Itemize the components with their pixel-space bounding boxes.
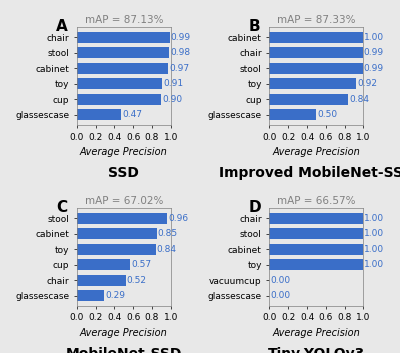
Text: Improved MobileNet-SSD: Improved MobileNet-SSD [219,166,400,180]
Text: 0.85: 0.85 [158,229,178,238]
Bar [77,275,126,286]
Bar [269,32,364,43]
Bar [269,78,356,89]
Text: SSD: SSD [108,166,139,180]
Text: 1.00: 1.00 [364,260,384,269]
Title: mAP = 66.57%: mAP = 66.57% [277,196,356,206]
Bar [77,94,162,105]
Text: 0.84: 0.84 [157,245,177,254]
Bar [269,213,364,224]
Text: 0.90: 0.90 [162,95,182,104]
X-axis label: Average Precision: Average Precision [272,328,360,338]
Text: 0.84: 0.84 [349,95,369,104]
Bar [77,78,162,89]
Text: 1.00: 1.00 [364,229,384,238]
Text: D: D [249,200,261,215]
Title: mAP = 87.33%: mAP = 87.33% [277,15,356,25]
Text: 0.00: 0.00 [270,291,290,300]
Text: MobileNet-SSD: MobileNet-SSD [66,347,182,353]
Text: 0.91: 0.91 [163,79,184,88]
Text: 0.57: 0.57 [131,260,152,269]
X-axis label: Average Precision: Average Precision [80,147,168,157]
Bar [269,228,364,239]
Bar [77,244,156,255]
Text: 0.00: 0.00 [270,276,290,285]
Text: C: C [56,200,67,215]
Text: Tiny-YOLOv3: Tiny-YOLOv3 [268,347,365,353]
Text: 0.97: 0.97 [169,64,189,73]
Text: 1.00: 1.00 [364,245,384,254]
Bar [77,228,157,239]
Bar [77,213,167,224]
Text: 0.99: 0.99 [364,48,384,57]
Bar [77,63,168,74]
Bar [77,259,130,270]
Text: 1.00: 1.00 [364,33,384,42]
Text: 0.47: 0.47 [122,110,142,119]
Text: 0.50: 0.50 [317,110,338,119]
Bar [269,94,348,105]
Text: 0.98: 0.98 [170,48,190,57]
Bar [269,63,362,74]
Text: B: B [249,19,260,34]
Text: 0.99: 0.99 [364,64,384,73]
Text: 0.99: 0.99 [171,33,191,42]
Text: 0.96: 0.96 [168,214,188,223]
Text: 0.92: 0.92 [357,79,377,88]
Title: mAP = 87.13%: mAP = 87.13% [84,15,163,25]
Text: A: A [56,19,68,34]
X-axis label: Average Precision: Average Precision [80,328,168,338]
Bar [77,47,169,58]
Text: 0.29: 0.29 [105,291,125,300]
Bar [269,244,364,255]
Bar [269,47,362,58]
Title: mAP = 67.02%: mAP = 67.02% [85,196,163,206]
Bar [77,109,121,120]
Bar [269,109,316,120]
Text: 0.52: 0.52 [127,276,147,285]
Bar [77,290,104,301]
Bar [77,32,170,43]
Text: 1.00: 1.00 [364,214,384,223]
X-axis label: Average Precision: Average Precision [272,147,360,157]
Bar [269,259,364,270]
